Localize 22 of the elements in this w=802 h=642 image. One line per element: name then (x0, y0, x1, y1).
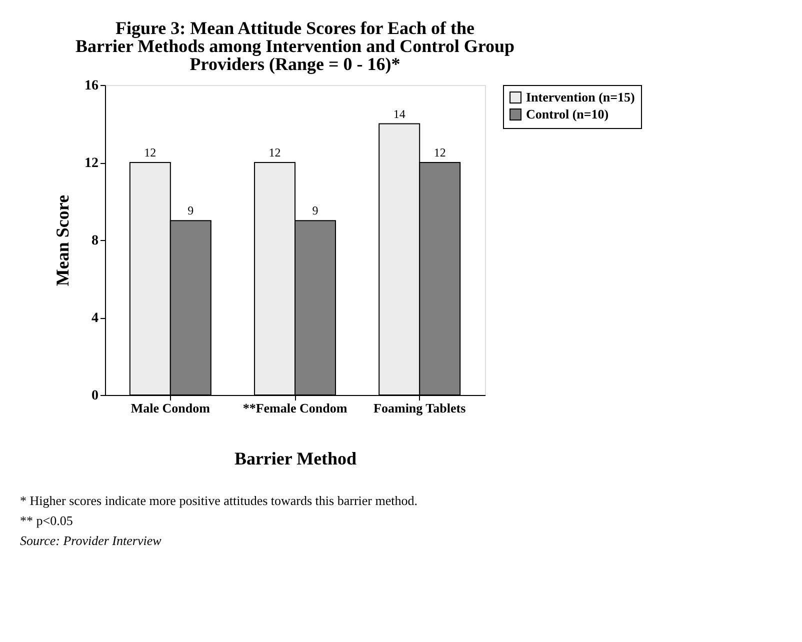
x-axis-title: Barrier Method (234, 448, 357, 468)
data-label: 9 (312, 204, 318, 218)
chart-title: Figure 3: Mean Attitude Scores for Each of the Barrier Methods among Intervention and Control Group Providers (Range = 0 - 16)* (75, 18, 515, 74)
y-tick-label: 16 (84, 78, 98, 94)
y-tick-label: 8 (92, 234, 98, 248)
y-tick-label: 4 (92, 311, 98, 326)
y-tick-label: 0 (92, 388, 98, 404)
y-tick-label: 12 (84, 156, 98, 171)
x-tick-label: **Female Condom (242, 400, 348, 416)
data-label: 12 (144, 146, 156, 160)
legend-label: Intervention (n=15) (526, 90, 635, 104)
text: * Higher scores indicate more positive attitudes towards this barrier method. (20, 493, 418, 508)
y-axis-title: Mean Score (52, 194, 72, 286)
x-tick-label: Male Condom (130, 400, 210, 416)
legend-label: Control (n=10) (526, 106, 609, 122)
source-note: Source: Provider Interview (20, 533, 162, 548)
x-tick-label: Foaming Tablets (374, 400, 466, 416)
data-label: 12 (434, 146, 446, 160)
data-label: 9 (188, 204, 194, 218)
text: ** p<0.05 (20, 513, 73, 528)
data-label: 14 (393, 106, 406, 121)
data-label: 12 (268, 146, 281, 160)
